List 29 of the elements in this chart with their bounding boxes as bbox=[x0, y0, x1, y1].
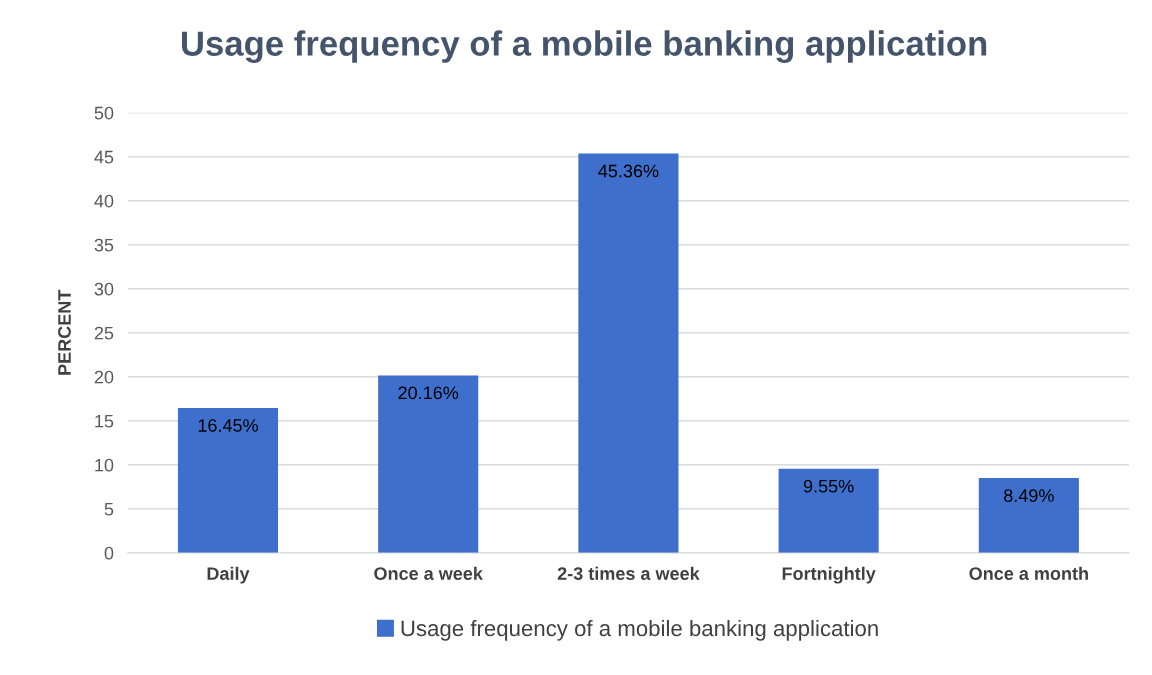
text: 16.45% bbox=[198, 419, 258, 432]
y-tick-label: 40 bbox=[94, 194, 114, 208]
text: 20.16% bbox=[398, 386, 459, 400]
bar bbox=[978, 478, 1079, 553]
y-tick-label: 50 bbox=[94, 106, 114, 120]
bar bbox=[778, 468, 879, 553]
bar bbox=[177, 408, 279, 553]
bar bbox=[578, 153, 679, 553]
text: 45.36% bbox=[598, 164, 659, 178]
text: 8.49% bbox=[1004, 489, 1054, 502]
x-tick-label: Fortnightly bbox=[782, 566, 876, 584]
y-tick-label: 10 bbox=[95, 458, 114, 472]
y-axis-title: PERCENT bbox=[58, 289, 71, 375]
x-tick-label: 2-3 times a week bbox=[557, 566, 700, 580]
y-tick-label: 35 bbox=[94, 238, 114, 252]
legend-label: Usage frequency of a mobile banking application bbox=[401, 619, 878, 641]
x-tick-label: Daily bbox=[207, 566, 250, 584]
chart-title: Usage frequency of a mobile banking application bbox=[181, 30, 987, 63]
text: 9.55% bbox=[803, 479, 854, 493]
bar bbox=[378, 375, 479, 553]
y-tick-label: 15 bbox=[95, 414, 114, 428]
y-tick-label: 20 bbox=[94, 370, 114, 384]
y-tick-label: 5 bbox=[104, 502, 114, 516]
x-tick-label: Once a week bbox=[374, 566, 483, 580]
y-tick-label: 25 bbox=[94, 326, 114, 340]
x-tick-label: Once a month bbox=[969, 566, 1088, 580]
y-tick-label: 0 bbox=[104, 546, 114, 560]
y-tick-label: 45 bbox=[94, 150, 114, 164]
y-tick-label: 30 bbox=[94, 282, 114, 296]
